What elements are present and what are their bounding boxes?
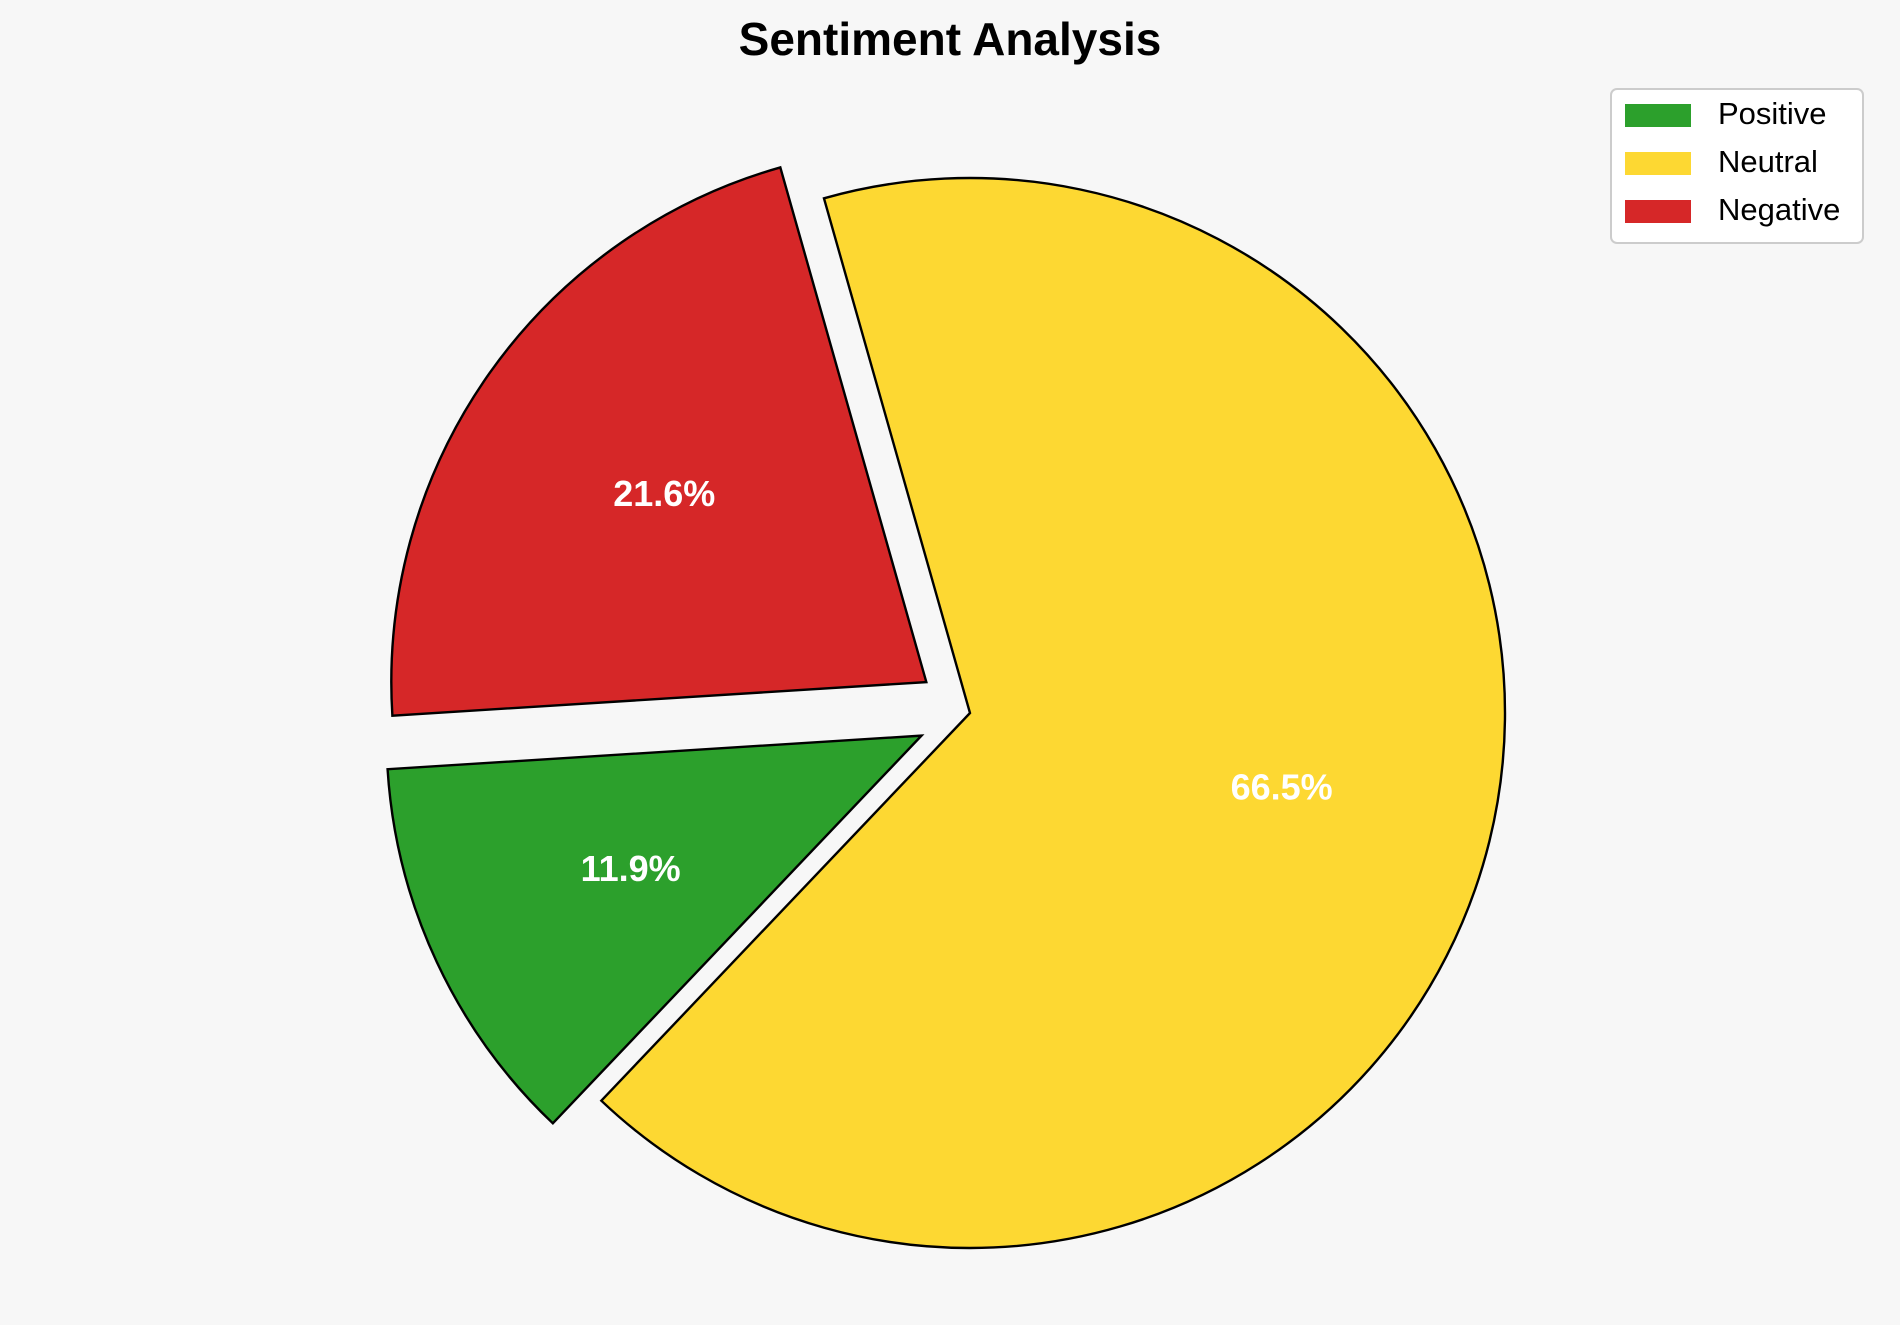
legend-label-neutral: Neutral <box>1718 144 1818 179</box>
legend-swatch-negative <box>1625 200 1691 223</box>
slice-label-negative: 21.6% <box>613 473 715 514</box>
legend-items: Positive Neutral Negative <box>1625 96 1840 227</box>
legend: Positive Neutral Negative <box>1610 88 1864 244</box>
legend-label-positive: Positive <box>1718 96 1827 131</box>
pie-slice-labels: 11.9% 66.5% 21.6% <box>581 473 1333 889</box>
pie-slices <box>386 165 1507 1250</box>
legend-swatch-positive <box>1625 104 1691 127</box>
chart-title: Sentiment Analysis <box>739 13 1162 65</box>
legend-label-negative: Negative <box>1718 192 1840 227</box>
slice-label-neutral: 66.5% <box>1231 766 1333 807</box>
legend-swatch-neutral <box>1625 152 1691 175</box>
pie-slice-neutral <box>599 176 1507 1250</box>
pie-slice-negative <box>390 165 928 717</box>
pie-slice-positive <box>386 734 925 1126</box>
slice-label-positive: 11.9% <box>581 848 681 889</box>
